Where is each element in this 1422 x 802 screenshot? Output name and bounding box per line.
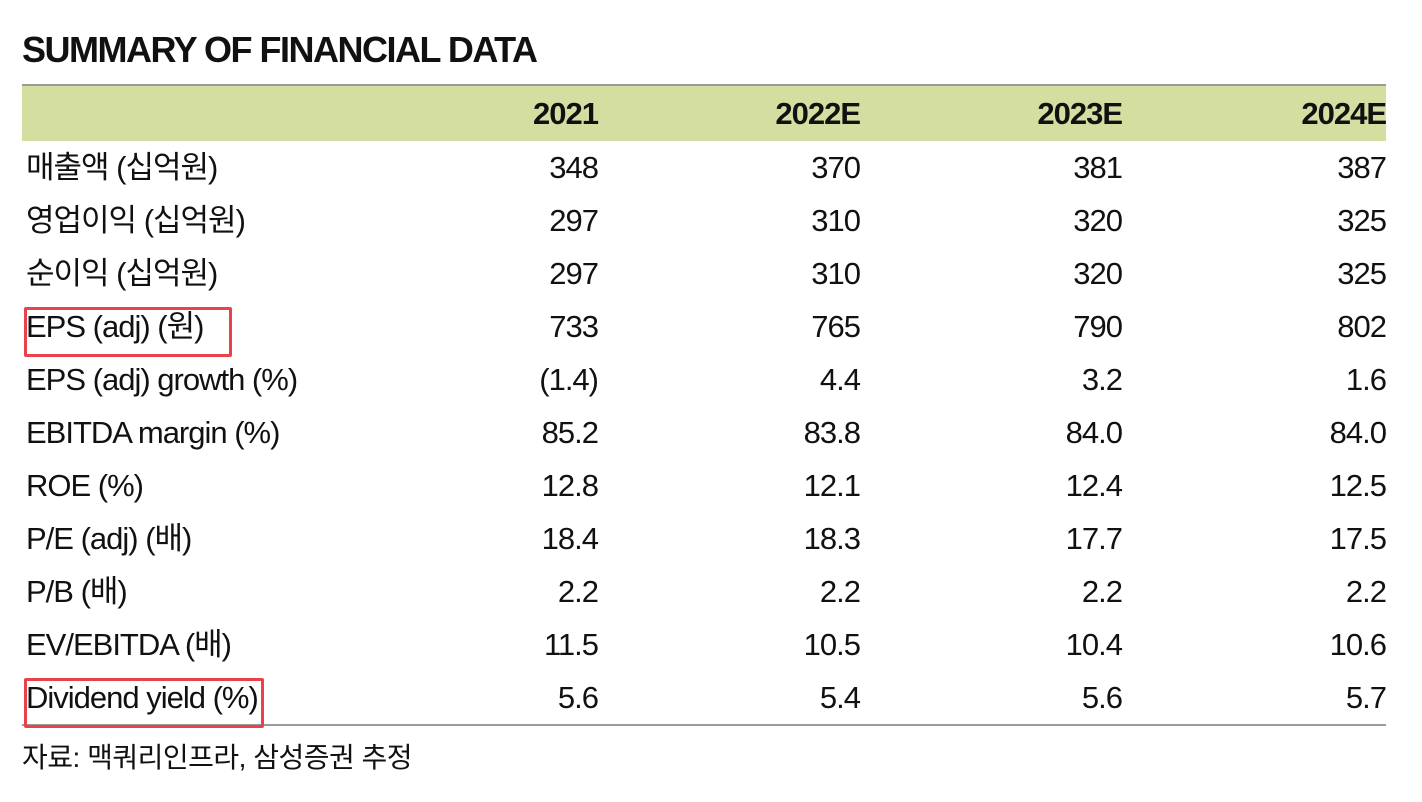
table-cell: 12.1: [803, 468, 861, 503]
table-row-ev-ebitda: EV/EBITDA (배) 11.5 10.5 10.4 10.6: [22, 618, 1387, 671]
row-label: EBITDA margin (%): [26, 415, 280, 450]
table-cell: 2.2: [1081, 574, 1123, 609]
table-cell: 765: [811, 309, 861, 344]
table-cell: 5.4: [819, 680, 861, 715]
table-cell: 17.7: [1065, 521, 1123, 556]
table-cell: 4.4: [819, 362, 861, 397]
row-label: ROE (%): [26, 468, 144, 503]
table-row-revenue: 매출액 (십억원) 348 370 381 387: [22, 141, 1387, 194]
table-cell: 5.7: [1345, 680, 1387, 715]
table-cell: 18.3: [803, 521, 861, 556]
table-cell: 17.5: [1329, 521, 1387, 556]
table-cell: 3.2: [1081, 362, 1123, 397]
row-label: EPS (adj) growth (%): [26, 362, 298, 397]
table-cell: 5.6: [1081, 680, 1123, 715]
table-cell: 310: [811, 256, 861, 291]
table-cell: 10.5: [803, 627, 861, 662]
financial-summary-table: 2021 2022E 2023E 2024E 매출액 (십억원) 348 370…: [22, 84, 1387, 728]
table-row-pe-adj: P/E (adj) (배) 18.4 18.3 17.7 17.5: [22, 512, 1387, 565]
table-cell: 733: [549, 309, 599, 344]
row-label: 매출액 (십억원): [26, 150, 218, 185]
page-title: SUMMARY OF FINANCIAL DATA: [22, 29, 538, 70]
row-label: EV/EBITDA (배): [26, 627, 232, 662]
table-cell: 2.2: [1345, 574, 1387, 609]
table-row-net-income: 순이익 (십억원) 297 310 320 325: [22, 247, 1387, 300]
row-label: 순이익 (십억원): [26, 256, 218, 291]
table-cell: 325: [1337, 203, 1387, 238]
table-cell: 84.0: [1065, 415, 1123, 450]
table-cell: 10.6: [1329, 627, 1387, 662]
table-cell: 11.5: [543, 627, 599, 662]
source-note: 자료: 맥쿼리인프라, 삼성증권 추정: [22, 742, 413, 773]
table-cell: 84.0: [1329, 415, 1387, 450]
table-row-eps-adj: EPS (adj) (원) 733 765 790 802: [22, 300, 1387, 353]
row-label: Dividend yield (%): [26, 680, 259, 715]
table-cell: 348: [549, 150, 599, 185]
table-cell: 320: [1073, 203, 1123, 238]
table-cell: 12.5: [1329, 468, 1387, 503]
table-cell: 10.4: [1065, 627, 1123, 662]
table-cell: 387: [1337, 150, 1387, 185]
table-row-ebitda-margin: EBITDA margin (%) 85.2 83.8 84.0 84.0: [22, 406, 1387, 459]
table-cell: 802: [1337, 309, 1387, 344]
column-header-2022e: 2022E: [775, 96, 861, 131]
column-header-2024e: 2024E: [1301, 96, 1387, 131]
table-cell: 320: [1073, 256, 1123, 291]
table-cell: 790: [1073, 309, 1123, 344]
row-label: P/E (adj) (배): [26, 521, 192, 556]
row-label: EPS (adj) (원): [26, 309, 204, 344]
column-header-2023e: 2023E: [1037, 96, 1123, 131]
table-row-roe: ROE (%) 12.8 12.1 12.4 12.5: [22, 459, 1387, 512]
table-cell: 297: [549, 203, 599, 238]
table-cell: 2.2: [557, 574, 599, 609]
table-cell: (1.4): [539, 362, 599, 397]
row-label: 영업이익 (십억원): [26, 203, 246, 238]
table-row-operating-profit: 영업이익 (십억원) 297 310 320 325: [22, 194, 1387, 247]
table-cell: 297: [549, 256, 599, 291]
table-cell: 325: [1337, 256, 1387, 291]
table-header-row: 2021 2022E 2023E 2024E: [22, 86, 1387, 141]
row-label: P/B (배): [26, 574, 128, 609]
table-cell: 85.2: [541, 415, 599, 450]
table-cell: 12.4: [1065, 468, 1123, 503]
table-cell: 370: [811, 150, 861, 185]
table-row-eps-growth: EPS (adj) growth (%) (1.4) 4.4 3.2 1.6: [22, 353, 1387, 406]
table-cell: 2.2: [819, 574, 861, 609]
table-cell: 83.8: [803, 415, 861, 450]
table-cell: 5.6: [557, 680, 599, 715]
table-row-pb: P/B (배) 2.2 2.2 2.2 2.2: [22, 565, 1387, 618]
table-cell: 381: [1073, 150, 1123, 185]
table-row-dividend-yield: Dividend yield (%) 5.6 5.4 5.6 5.7: [22, 671, 1387, 724]
table-cell: 18.4: [541, 521, 599, 556]
table-cell: 1.6: [1345, 362, 1387, 397]
column-header-2021: 2021: [533, 96, 599, 131]
table-cell: 310: [811, 203, 861, 238]
table-cell: 12.8: [541, 468, 599, 503]
